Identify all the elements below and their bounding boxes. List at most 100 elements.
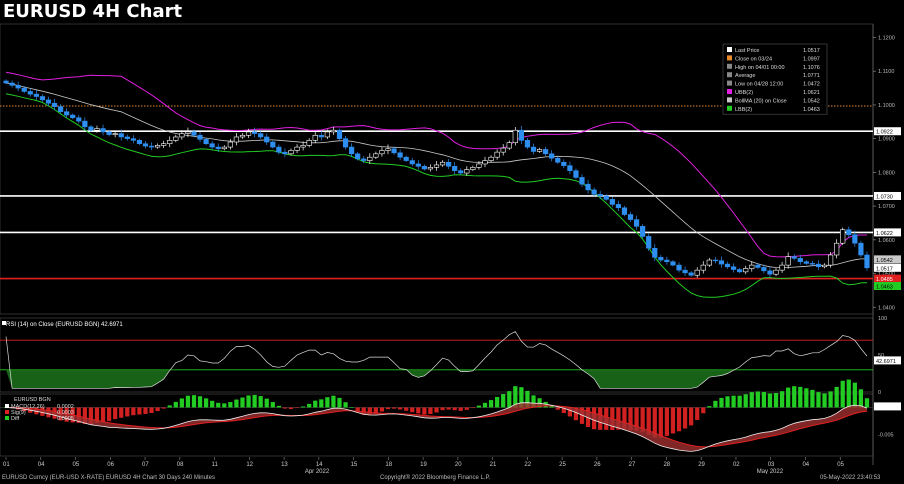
legend-value: 1.0621: [803, 90, 820, 96]
candle-body: [827, 254, 834, 266]
candle-body: [694, 269, 700, 276]
candle-body: [718, 260, 725, 265]
candle-body: [682, 269, 688, 274]
y-tick-label: 1.0900: [878, 137, 895, 143]
x-tick-label: 05: [73, 462, 80, 468]
candle-body: [512, 129, 518, 143]
macd-histogram-bar: [125, 407, 130, 417]
legend-label: High on 04/01 00:00: [735, 65, 785, 71]
candle-body: [464, 169, 470, 174]
price-panel: 1.1200 1.1100 1.1000 1.0900 1.0800 1.0700 1.06…: [0, 35, 901, 311]
macd-legend-value: 0.0005: [57, 416, 74, 422]
candle-body: [221, 146, 227, 150]
macd-histogram-bar: [816, 392, 821, 408]
macd-histogram-bar: [173, 401, 178, 408]
macd-histogram-bar: [179, 398, 184, 408]
candle-body: [470, 167, 476, 170]
macd-histogram-bar: [749, 392, 754, 408]
macd-histogram-bar: [422, 407, 427, 415]
legend-label: BollMA (20) on Close: [735, 98, 787, 104]
macd-histogram-bar: [689, 407, 694, 426]
candle-body: [306, 140, 312, 146]
panel-frames: [0, 23, 874, 465]
candle-body: [94, 128, 100, 131]
candle-body: [700, 264, 706, 271]
macd-histogram-bar: [410, 407, 415, 413]
macd-histogram-bar: [646, 407, 651, 436]
x-tick-label: 25: [559, 462, 566, 468]
candle-body: [688, 272, 694, 276]
candle-body: [270, 141, 276, 148]
candle-body: [130, 138, 136, 141]
horizontal-line-label: 1.0622: [876, 231, 893, 237]
candle-body: [488, 156, 494, 161]
macd-histogram-bar: [707, 406, 712, 408]
macd-histogram-bar: [367, 407, 372, 416]
candle-body: [773, 269, 779, 275]
candle-body: [33, 93, 39, 97]
x-tick-label: 04: [802, 462, 809, 468]
macd-histogram-bar: [373, 407, 378, 414]
candle-body: [633, 219, 640, 227]
macd-histogram-bar: [488, 400, 494, 408]
legend-swatch: [727, 47, 732, 52]
candle-body: [755, 264, 761, 268]
legend-swatch: [727, 63, 732, 69]
candle-body: [342, 138, 349, 148]
macd-histogram-bar: [846, 379, 851, 408]
horizontal-line-label: 1.0485: [876, 277, 893, 283]
rsi-panel: 100 50 0 RSI (14) on Close (EURUSD BGN) 42.…: [0, 316, 901, 396]
macd-histogram-bar: [331, 395, 336, 408]
macd-histogram-bar: [149, 407, 154, 414]
macd-histogram-bar: [555, 407, 560, 410]
price-flag-label: 1.0517: [876, 266, 893, 272]
candle-body: [597, 193, 603, 197]
macd-histogram-bar: [119, 407, 124, 418]
candle-body: [179, 133, 185, 138]
candle-body: [555, 157, 561, 163]
macd-histogram-bar: [379, 407, 385, 412]
candle-body: [676, 264, 682, 271]
candle-body: [858, 242, 864, 256]
candle-body: [439, 161, 446, 166]
candle-body: [82, 120, 88, 128]
candle-body: [215, 146, 221, 150]
macd-histogram-bar: [804, 388, 809, 408]
macd-histogram-bar: [579, 407, 585, 424]
macd-legend-swatch: [5, 416, 9, 420]
macd-histogram-bar: [640, 407, 645, 433]
macd-ribbon: [6, 402, 867, 452]
candle-body: [421, 166, 427, 170]
price-flag: [874, 255, 901, 264]
candle-body: [64, 111, 70, 116]
candle-body: [15, 85, 21, 89]
candle-body: [409, 160, 415, 165]
legend-value: 1.0542: [803, 98, 820, 104]
candle-body: [355, 153, 361, 160]
macd-histogram-bar: [822, 393, 827, 408]
x-tick-label: 20: [455, 462, 462, 468]
macd-histogram-bar: [113, 407, 118, 420]
macd-histogram-bar: [343, 402, 348, 408]
rsi-oversold-fill: [6, 369, 867, 389]
macd-legend-label: Sig(9): [11, 410, 26, 416]
macd-histogram-bar: [222, 403, 227, 408]
candle-body: [518, 129, 524, 141]
macd-histogram-bar: [234, 399, 239, 408]
candle-body: [621, 207, 628, 215]
candle-body: [724, 263, 731, 268]
y-tick-label: 1.0800: [878, 170, 895, 176]
candle-body: [591, 189, 597, 195]
candle-body: [294, 146, 300, 151]
macd-legend-label: MACD(12,26): [11, 404, 45, 410]
candle-body: [57, 106, 64, 112]
candle-body: [603, 195, 609, 200]
x-axis: 01 04 05 06 07 08 11 12 13 14 15 18 19 20 21 22 25 26 27 28…: [3, 457, 845, 474]
candle-body: [452, 166, 458, 171]
macd-histogram-bar: [701, 407, 706, 414]
candle-body: [561, 161, 567, 166]
candle-body: [27, 91, 33, 95]
macd-signal-line: [6, 405, 868, 448]
y-tick-label: 1.0600: [878, 238, 895, 244]
